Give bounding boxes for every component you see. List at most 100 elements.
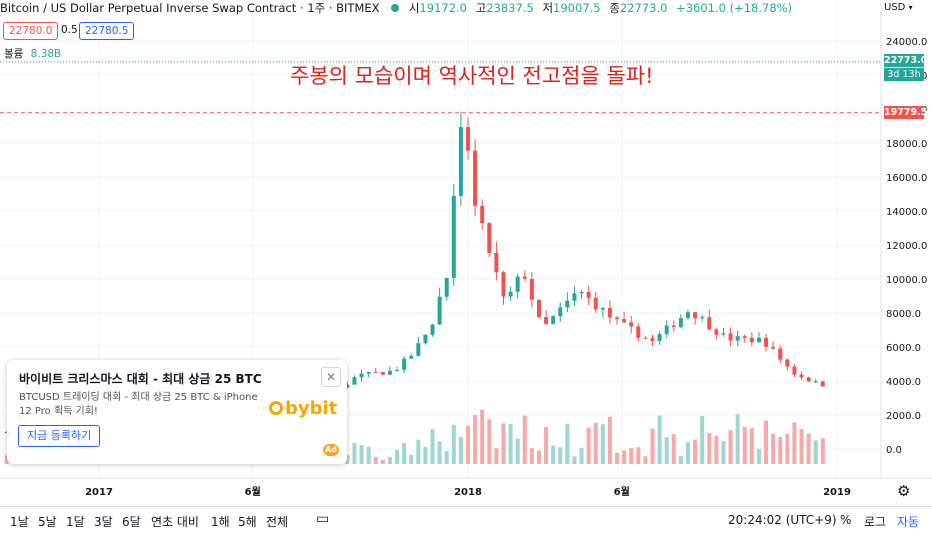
range-1d[interactable]: 1날 — [10, 515, 29, 529]
y-tick-label: 10000.0 — [886, 275, 927, 286]
volume-bar — [700, 416, 705, 464]
percent-toggle[interactable]: % — [840, 513, 852, 527]
volume-bar — [693, 439, 698, 464]
candle-body — [607, 307, 612, 318]
candle-body — [387, 370, 392, 375]
candle-body — [529, 278, 534, 300]
volume-bar — [487, 419, 492, 464]
volume-bar — [820, 438, 825, 464]
ad-popup[interactable]: 바이비트 크리스마스 대회 - 최대 상금 25 BTC BTCUSD 트레이딩… — [7, 360, 347, 464]
ad-brand: bybit — [285, 398, 338, 419]
volume-bar — [671, 434, 676, 464]
volume-bar — [615, 452, 620, 464]
candle-body — [551, 316, 556, 324]
candle-body — [735, 336, 740, 341]
range-all[interactable]: 전체 — [266, 515, 289, 529]
candle-body — [700, 317, 705, 319]
last-price-tag: 22773.0 — [884, 54, 928, 67]
volume-bar — [437, 441, 442, 464]
high-label: 고 — [475, 1, 487, 15]
symbol-title[interactable]: Bitcoin / US Dollar Perpetual Inverse Sw… — [0, 1, 297, 15]
candle-body — [813, 381, 818, 383]
volume-bar — [423, 446, 428, 464]
candle-body — [643, 337, 648, 339]
ad-register-button[interactable]: 지금 등록하기 — [18, 425, 101, 447]
range-1y[interactable]: 1해 — [211, 515, 230, 529]
candle-body — [380, 372, 385, 375]
candle-body — [416, 343, 421, 356]
candle-body — [4, 432, 9, 433]
range-3m[interactable]: 3달 — [94, 515, 113, 529]
candle-body — [820, 381, 825, 387]
candle-body — [466, 127, 470, 151]
volume-bar — [785, 434, 790, 464]
volume-bar — [380, 459, 385, 464]
volume-bar — [544, 426, 549, 464]
candle-body — [756, 337, 761, 343]
volume-bar — [359, 445, 364, 464]
countdown-tag: 3d 13h — [884, 68, 924, 81]
open-value: 19172.0 — [419, 1, 467, 15]
range-5y[interactable]: 5해 — [238, 515, 257, 529]
ad-body: BTCUSD 트레이딩 대회 - 최대 상금 25 BTC & iPhone 1… — [19, 392, 258, 417]
log-toggle[interactable]: 로그 — [864, 515, 887, 529]
spread-value: 0.5 — [61, 24, 78, 36]
volume-bar — [345, 454, 350, 464]
volume-bar — [707, 433, 712, 464]
volume-bar — [721, 440, 726, 464]
y-tick-label: 14000.0 — [886, 207, 927, 218]
sell-button[interactable]: 22780.0 — [3, 22, 59, 40]
open-label: 시 — [408, 1, 420, 15]
candle-body — [615, 317, 620, 320]
candle-body — [657, 334, 662, 341]
chart-grid — [0, 0, 932, 479]
ad-badge: Ad — [323, 444, 339, 456]
candle-body — [494, 253, 499, 273]
candle-body — [785, 359, 790, 367]
volume-bar — [593, 422, 598, 464]
bybit-logo: bybit — [269, 398, 337, 419]
chart-annotation[interactable]: 주봉의 모습이며 역사적인 전고점을 돌파! — [290, 60, 654, 90]
currency-selector[interactable]: USD ▾ — [884, 2, 913, 13]
volume-bar — [409, 454, 414, 464]
buy-button[interactable]: 22780.5 — [79, 22, 135, 40]
candle-body — [728, 333, 733, 341]
candle-body — [600, 307, 605, 310]
range-6m[interactable]: 6달 — [122, 515, 141, 529]
volume-bar — [756, 449, 761, 464]
volume-bar — [352, 442, 357, 464]
candle-body — [373, 371, 378, 373]
volume-bar — [714, 435, 719, 464]
candle-body — [522, 276, 527, 279]
volume-bar — [792, 422, 797, 464]
exchange-label[interactable]: BITMEX — [336, 1, 380, 15]
interval-label[interactable]: 1주 — [307, 1, 326, 15]
y-tick-label: 0.0 — [886, 445, 902, 456]
candlestick-series — [4, 111, 825, 434]
volume-bar — [536, 450, 541, 464]
volume-bar — [629, 447, 634, 464]
range-5d[interactable]: 5날 — [38, 515, 57, 529]
clock-time[interactable]: 20:24:02 (UTC+9) — [728, 513, 837, 527]
calendar-range-icon[interactable]: ▭ — [316, 511, 330, 527]
auto-toggle[interactable]: 자동 — [897, 515, 920, 529]
range-ytd[interactable]: 연초 대비 — [151, 515, 199, 529]
range-1m[interactable]: 1달 — [66, 515, 85, 529]
volume-bar — [586, 427, 591, 464]
low-label: 저 — [542, 1, 554, 15]
gear-icon[interactable]: ⚙ — [897, 482, 911, 500]
candle-body — [572, 293, 577, 301]
close-icon[interactable]: ✕ — [321, 367, 341, 387]
candle-body — [536, 299, 541, 318]
volume-bar — [799, 428, 804, 464]
volume-bar — [451, 424, 456, 464]
candle-body — [487, 223, 492, 254]
candle-body — [792, 366, 797, 375]
candle-body — [451, 195, 456, 278]
volume-bar — [572, 456, 577, 464]
candle-body — [685, 312, 690, 319]
volume-bar — [813, 440, 818, 464]
volume-bar — [480, 409, 485, 464]
candle-body — [771, 346, 776, 349]
candle-body — [742, 336, 747, 338]
